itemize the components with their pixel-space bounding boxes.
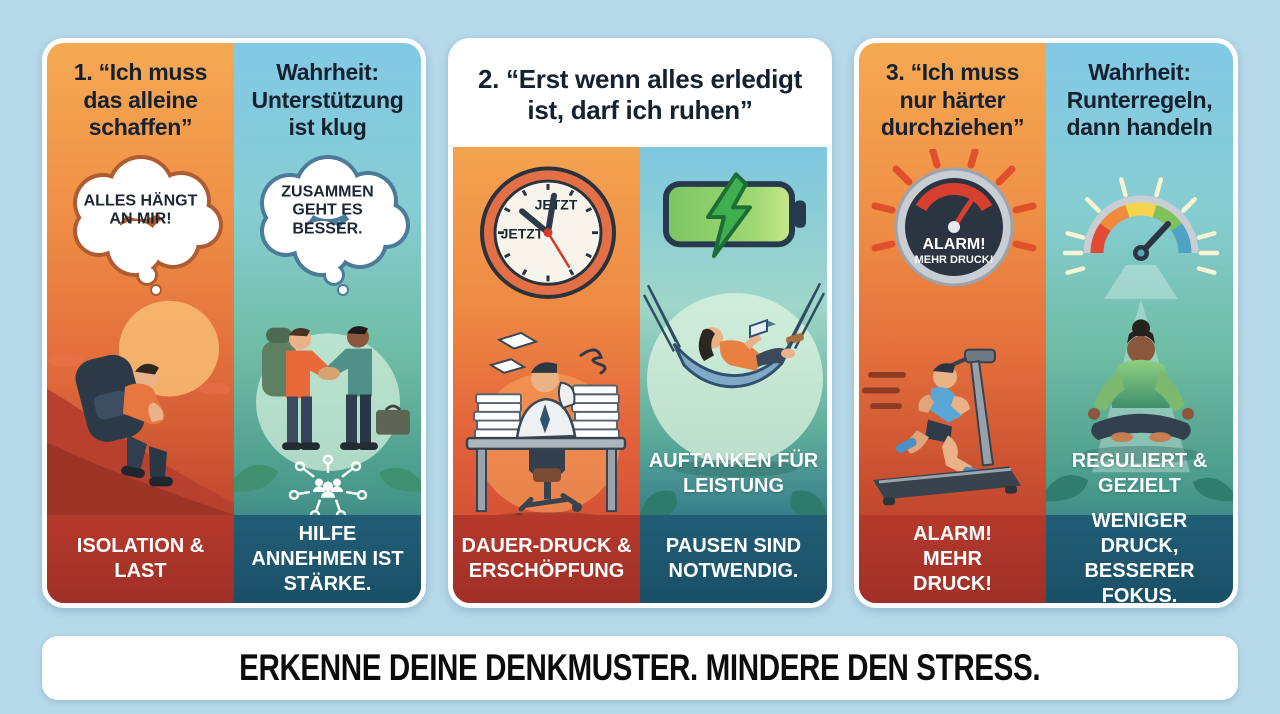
panel-2-truth-illustration: AUFTANKEN FÜR LEISTUNG <box>640 147 827 515</box>
panel-3-truth-title-text: Wahrheit: Runterregeln, dann handeln <box>1066 59 1213 141</box>
footer-banner-text: ERKENNE DEINE DENKMUSTER. MINDERE DEN ST… <box>239 647 1041 688</box>
resting-person-figure <box>698 318 795 371</box>
clock-and-desk-scene: JETZT JETZT <box>465 166 627 515</box>
clock-label-top: JETZT <box>535 196 578 212</box>
speed-lines <box>862 371 906 409</box>
panel-1-truth-column: Wahrheit: Unterstützung ist klug ZUSAMME… <box>234 43 421 603</box>
handshake-scene <box>234 326 421 515</box>
panel-3-myth-caption-text: ALARM! MEHR DRUCK! <box>913 522 992 595</box>
handshake-hands <box>318 366 340 381</box>
panel-3-truth-illustration: REGULIERT & GEZIELT <box>1046 299 1233 515</box>
panel-1-myth-bubble-text: ALLES HÄNGT AN MIR! <box>83 192 198 228</box>
panel-1-myth-bubble-zone: ALLES HÄNGT AN MIR! <box>47 149 234 297</box>
desk-top <box>465 436 627 451</box>
panel-3-truth-midlabel: REGULIERT & GEZIELT <box>1071 450 1208 497</box>
gauge-calm-icon <box>1062 177 1220 299</box>
panel-1-truth-bubble-zone: ZUSAMMEN GEHT ES BESSER. <box>234 149 421 297</box>
panel-2-myth-caption: DAUER-DRUCK & ERSCHÖPFUNG <box>453 515 640 603</box>
panel-1-myth-title-text: 1. “Ich muss das alleine schaffen” <box>73 59 208 141</box>
panel-2-truth-caption: PAUSEN SIND NOTWENDIG. <box>640 515 827 603</box>
left-person-figure <box>262 327 332 450</box>
gauge-alarm-icon: ALARM! MEHR DRUCK! <box>871 149 1037 287</box>
footer-banner: ERKENNE DEINE DENKMUSTER. MINDERE DEN ST… <box>42 636 1238 700</box>
panel-2-erst-wenn-erledigt: 2. “Erst wenn alles erledigt ist, darf i… <box>448 38 832 608</box>
panel-3-myth-gauge-zone: ALARM! MEHR DRUCK! <box>859 149 1046 299</box>
gauge-alarm-text-2: MEHR DRUCK! <box>915 254 994 266</box>
hiker-scene <box>47 300 234 515</box>
right-person-figure <box>326 326 410 450</box>
thought-bubble-icon <box>259 155 410 296</box>
panel-3-truth-gauge-zone <box>1046 149 1233 299</box>
panel-2-myth-caption-text: DAUER-DRUCK & ERSCHÖPFUNG <box>461 535 632 582</box>
panel-2-myth-column: JETZT JETZT <box>453 147 640 603</box>
panel-1-myth-title: 1. “Ich muss das alleine schaffen” <box>47 43 234 149</box>
meditating-person-figure <box>1088 319 1194 443</box>
dizzy-scribble <box>579 348 607 375</box>
panel-1-alleine-schaffen: 1. “Ich muss das alleine schaffen” ALLES… <box>42 38 426 608</box>
panel-2-title-text: 2. “Erst wenn alles erledigt ist, darf i… <box>478 63 802 125</box>
battery-icon <box>663 172 806 258</box>
panel-1-myth-column: 1. “Ich muss das alleine schaffen” ALLES… <box>47 43 234 603</box>
panel-1-myth-caption-text: ISOLATION & LAST <box>76 535 205 582</box>
network-icon <box>288 454 368 515</box>
panel-2-columns: JETZT JETZT <box>453 147 827 603</box>
desk-scene <box>465 331 627 515</box>
panel-1-columns: 1. “Ich muss das alleine schaffen” ALLES… <box>47 43 421 603</box>
panel-2-truth-caption-text: PAUSEN SIND NOTWENDIG. <box>665 535 802 582</box>
panel-3-myth-title: 3. “Ich muss nur härter durchziehen” <box>859 43 1046 149</box>
panel-1-truth-illustration <box>234 297 421 515</box>
panel-3-myth-column: 3. “Ich muss nur härter durchziehen” ALA… <box>859 43 1046 603</box>
hiker-figure <box>75 354 173 487</box>
clock-label-left: JETZT <box>501 226 544 242</box>
clock-icon: JETZT JETZT <box>480 166 616 299</box>
panel-1-truth-title: Wahrheit: Unterstützung ist klug <box>234 43 421 149</box>
panel-2-myth-illustration: JETZT JETZT <box>453 147 640 515</box>
paper-stack-left <box>473 393 522 440</box>
panel-1-myth-caption: ISOLATION & LAST <box>47 515 234 603</box>
meditation-scene <box>1046 299 1233 502</box>
panel-2-title: 2. “Erst wenn alles erledigt ist, darf i… <box>453 43 827 147</box>
gauge-alarm-text-1: ALARM! <box>922 236 985 253</box>
panel-1-truth-title-text: Wahrheit: Unterstützung ist klug <box>251 59 404 141</box>
panel-3-truth-column: Wahrheit: Runterregeln, dann handeln <box>1046 43 1233 603</box>
office-chair <box>515 448 582 515</box>
panel-1-truth-caption: HILFE ANNEHMEN IST STÄRKE. <box>234 515 421 603</box>
panel-1-myth-illustration <box>47 297 234 515</box>
panel-2-truth-midlabel: AUFTANKEN FÜR LEISTUNG <box>648 450 819 497</box>
thought-bubble-icon <box>72 155 223 296</box>
panel-3-myth-title-text: 3. “Ich muss nur härter durchziehen” <box>880 59 1025 141</box>
hammock-scene <box>640 282 827 515</box>
panel-3-myth-caption: ALARM! MEHR DRUCK! <box>859 515 1046 603</box>
panel-3-haerter-durchziehen: 3. “Ich muss nur härter durchziehen” ALA… <box>854 38 1238 608</box>
lightning-bolt-icon <box>706 172 752 258</box>
panel-2-truth-column: AUFTANKEN FÜR LEISTUNG PAUSEN SIND NOTWE… <box>640 147 827 603</box>
panel-1-truth-caption-text: HILFE ANNEHMEN IST STÄRKE. <box>251 522 404 595</box>
paper-stack-right <box>570 384 620 440</box>
battery-and-hammock-scene <box>640 172 827 515</box>
panel-1-truth-bubble-text: ZUSAMMEN GEHT ES BESSER. <box>281 183 374 238</box>
tired-person-figure <box>515 362 577 440</box>
panel-3-truth-caption: WENIGER DRUCK, BESSERER FOKUS. <box>1046 510 1233 603</box>
panel-3-myth-illustration <box>859 299 1046 515</box>
treadmill-deck <box>873 466 1021 500</box>
treadmill-scene <box>862 348 1021 506</box>
panel-3-columns: 3. “Ich muss nur härter durchziehen” ALA… <box>859 43 1233 603</box>
panel-3-truth-caption-text: WENIGER DRUCK, BESSERER FOKUS. <box>1084 510 1195 607</box>
panel-3-truth-title: Wahrheit: Runterregeln, dann handeln <box>1046 43 1233 149</box>
